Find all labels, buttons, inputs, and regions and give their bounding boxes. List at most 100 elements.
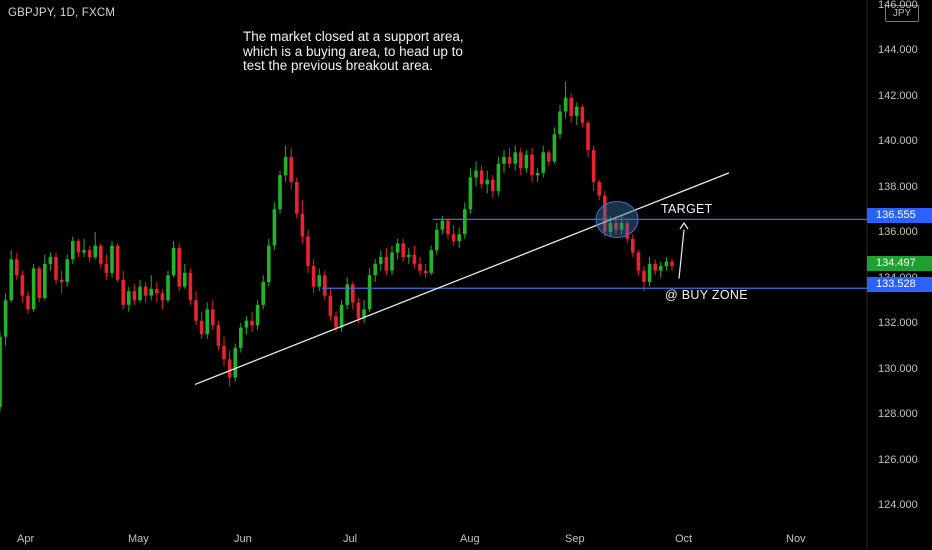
candle-body	[227, 359, 232, 378]
candle-body	[261, 282, 265, 305]
candle-body	[373, 263, 377, 276]
candle-body	[110, 245, 114, 273]
candle-body	[597, 181, 601, 196]
candle-body	[541, 152, 545, 173]
candle-body	[647, 263, 652, 283]
trendline	[194, 172, 730, 386]
x-tick-label: Aug	[460, 533, 480, 545]
candle-body	[9, 259, 13, 301]
currency-badge[interactable]: JPY	[885, 5, 919, 22]
candle-body	[323, 275, 327, 296]
candle-body	[104, 263, 109, 273]
y-tick-label: 128.000	[878, 408, 918, 420]
x-tick-label: Jun	[234, 533, 252, 545]
x-tick-label: Jul	[343, 533, 358, 545]
candle-body	[65, 259, 69, 283]
y-tick-label: 144.000	[878, 44, 918, 56]
zone-price-tag: 133.528	[867, 277, 932, 292]
candle-body	[586, 122, 590, 151]
candle-body	[552, 134, 557, 162]
arrow-head	[679, 221, 689, 230]
candle-body	[244, 320, 249, 328]
candle-body	[250, 320, 254, 326]
candle-body	[423, 270, 428, 273]
candle-body	[474, 170, 478, 178]
candle-body	[272, 209, 277, 246]
candle-body	[664, 261, 669, 267]
candle-body	[535, 172, 540, 176]
y-tick-label: 124.000	[878, 499, 918, 511]
candle-body	[401, 243, 405, 258]
candle-body	[317, 275, 321, 287]
candle-body	[491, 179, 495, 192]
candle-body	[547, 152, 551, 162]
candle-body	[407, 254, 411, 258]
candle-body	[194, 300, 198, 321]
candle-body	[608, 222, 613, 232]
x-tick-label: Apr	[17, 533, 35, 545]
y-tick-label: 140.000	[878, 135, 918, 147]
candle-body	[48, 257, 53, 264]
candle-body	[334, 316, 338, 328]
candle-body	[367, 275, 372, 310]
candle-body	[435, 229, 439, 251]
candle-body	[300, 213, 305, 237]
candle-body	[530, 154, 534, 176]
candle-body	[255, 304, 260, 326]
candle-body	[306, 236, 310, 267]
candle-body	[222, 345, 226, 360]
candle-body	[625, 222, 629, 239]
candle-body	[132, 291, 137, 301]
candle-body	[127, 291, 131, 305]
candle-body	[569, 97, 573, 116]
candle-body	[267, 245, 271, 283]
candle-body	[591, 150, 596, 182]
candle-body	[636, 252, 641, 271]
last-price-tag: 134.497	[867, 256, 932, 271]
candle-body	[239, 327, 243, 349]
candle-body	[446, 220, 450, 235]
candle-body	[155, 288, 159, 294]
candle-body	[15, 259, 19, 276]
candle-body	[356, 302, 361, 319]
candle-body	[87, 250, 92, 258]
candle-body	[642, 270, 646, 283]
target-price-tag: 136.555	[867, 208, 932, 223]
candle-body	[468, 177, 473, 210]
candle-body	[345, 284, 349, 305]
candle-body	[653, 263, 657, 271]
candle-body	[670, 261, 674, 267]
candle-body	[311, 266, 316, 287]
candle-body	[138, 286, 142, 301]
candle-body	[457, 234, 461, 242]
candle-body	[485, 179, 489, 185]
candle-body	[619, 222, 624, 230]
candle-body	[160, 293, 165, 301]
candle-body	[379, 257, 383, 264]
x-tick-label: Oct	[675, 533, 693, 545]
y-tick-label: 138.000	[878, 180, 918, 193]
candle-body	[0, 336, 2, 408]
candle-body	[205, 309, 209, 335]
breakout-circle	[595, 200, 639, 238]
candle-body	[233, 348, 237, 378]
candle-body	[43, 263, 47, 298]
y-tick-label: 146.000	[878, 0, 918, 11]
note-line: test the previous breakout area.	[243, 58, 433, 73]
note-line: which is a buying area, to head up to	[243, 43, 463, 59]
x-tick-label: Sep	[565, 533, 585, 545]
candle-body	[211, 309, 215, 326]
candle-body	[278, 175, 282, 210]
symbol-label: GBPJPY, 1D, FXCM	[8, 7, 116, 19]
candle-body	[558, 111, 562, 135]
y-tick-label: 130.000	[878, 362, 918, 375]
candle-body	[115, 245, 120, 280]
candle-body	[183, 272, 187, 287]
y-tick-label: 142.000	[878, 89, 918, 102]
candle-body	[429, 250, 433, 273]
candle-body	[54, 257, 58, 280]
candle-body	[149, 288, 153, 296]
y-tick-label: 126.000	[878, 453, 918, 466]
